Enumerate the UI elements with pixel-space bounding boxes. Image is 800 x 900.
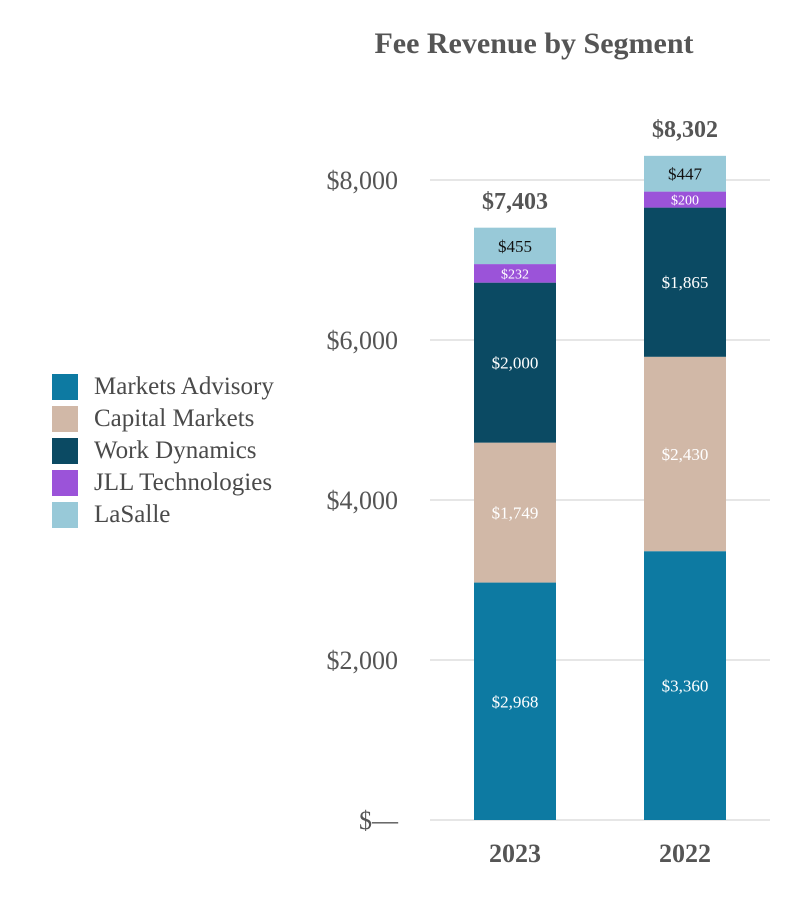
y-tick-label: $— — [359, 806, 399, 835]
y-tick-label: $6,000 — [327, 326, 399, 355]
legend-swatch — [52, 438, 78, 464]
y-tick-label: $4,000 — [327, 486, 399, 515]
data-label: $1,865 — [662, 273, 709, 292]
x-tick-label: 2023 — [489, 839, 541, 868]
bar-segment — [474, 442, 556, 583]
bar-segment — [474, 282, 556, 443]
data-label: $1,749 — [492, 504, 539, 523]
legend-label: Work Dynamics — [94, 437, 257, 464]
data-label: $2,000 — [492, 354, 539, 373]
x-tick-label: 2022 — [659, 839, 711, 868]
legend-label: Capital Markets — [94, 405, 255, 432]
legend-swatch — [52, 374, 78, 400]
data-label: $200 — [671, 194, 699, 209]
data-label: $2,968 — [492, 692, 539, 711]
chart-title: Fee Revenue by Segment — [374, 27, 693, 60]
legend-swatch — [52, 470, 78, 496]
legend-item: Capital Markets — [52, 403, 274, 435]
legend-label: Markets Advisory — [94, 373, 274, 400]
y-tick-label: $8,000 — [327, 166, 399, 195]
bar-segment — [644, 207, 726, 357]
legend-label: JLL Technologies — [94, 469, 273, 496]
data-label: $455 — [498, 237, 532, 256]
legend-label: LaSalle — [94, 501, 171, 528]
data-label: $2,430 — [662, 445, 709, 464]
legend-item: Work Dynamics — [52, 435, 274, 467]
total-label: $8,302 — [652, 117, 718, 143]
legend-item: JLL Technologies — [52, 467, 274, 499]
data-label: $3,360 — [662, 677, 709, 696]
bar-segment — [474, 227, 556, 265]
total-label: $7,403 — [482, 189, 548, 215]
bar-segment — [474, 582, 556, 820]
bar-segment — [644, 356, 726, 552]
bar-segment — [644, 155, 726, 192]
legend-item: Markets Advisory — [52, 371, 274, 403]
legend-item: LaSalle — [52, 499, 274, 531]
legend-swatch — [52, 406, 78, 432]
y-tick-label: $2,000 — [327, 646, 399, 675]
bar-segment — [644, 551, 726, 820]
legend-swatch — [52, 502, 78, 528]
legend: Markets Advisory Capital Markets Work Dyna… — [52, 371, 274, 531]
data-label: $232 — [501, 267, 529, 282]
bar-segment — [644, 191, 726, 208]
data-label: $447 — [668, 165, 703, 184]
bar-segment — [474, 264, 556, 283]
